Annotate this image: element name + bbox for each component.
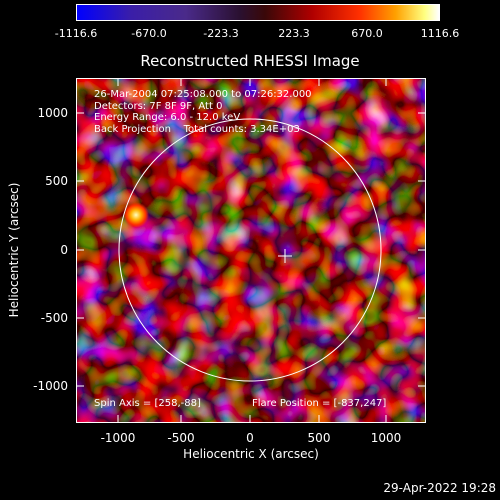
energy-range: Energy Range: 6.0 - 12.0 keV xyxy=(94,112,241,123)
flare-source xyxy=(123,202,149,228)
y-tick-marks xyxy=(76,112,426,387)
x-tick-label: -1000 xyxy=(100,431,136,445)
spin-axis-marker xyxy=(278,249,292,263)
emission-map xyxy=(76,78,426,423)
y-tick-label: 0 xyxy=(60,243,68,257)
colorbar-tick: 223.3 xyxy=(278,27,310,40)
colorbar-tick: -223.3 xyxy=(203,27,239,40)
method-and-counts: Back Projection Total counts: 3.34E+03 xyxy=(94,124,312,136)
flare-position: Flare Position = [-837,247] xyxy=(252,398,387,409)
image-title: Reconstructed RHESSI Image xyxy=(140,52,360,70)
time-range: 26-Mar-2004 07:25:08.000 to 07:26:32.000 xyxy=(94,89,312,100)
colorbar-tick: 1116.6 xyxy=(420,27,460,40)
x-tick-label: 1000 xyxy=(370,431,402,445)
y-tick-label: 1000 xyxy=(37,106,68,120)
y-axis-label: Heliocentric Y (arcsec) xyxy=(7,182,21,318)
solar-limb xyxy=(118,118,382,382)
colorbar-tick: 670.0 xyxy=(351,27,383,40)
colorbar-tick: -1116.6 xyxy=(54,27,98,40)
x-tick-label: 0 xyxy=(246,431,254,445)
spin-axis: Spin Axis = [258,-88] xyxy=(94,398,201,409)
detectors: Detectors: 7F 8F 9F, Att 0 xyxy=(94,100,223,112)
x-tick-label: -500 xyxy=(167,431,195,445)
x-axis-label: Heliocentric X (arcsec) xyxy=(183,447,319,461)
x-tick-label: 500 xyxy=(307,431,331,445)
x-tick-marks xyxy=(117,78,387,423)
y-tick-label: -1000 xyxy=(33,379,68,393)
y-tick-label: 500 xyxy=(45,174,68,188)
method: Back Projection xyxy=(94,123,171,135)
info-block: 26-Mar-2004 07:25:08.000 to 07:26:32.000… xyxy=(94,89,312,135)
solar-image-canvas xyxy=(76,78,426,423)
colorbar-tick: -670.0 xyxy=(131,27,167,40)
solar-image xyxy=(76,78,426,423)
y-tick-label: -500 xyxy=(40,311,68,325)
generated-timestamp: 29-Apr-2022 19:28 xyxy=(383,481,496,495)
total-counts: Total counts: 3.34E+03 xyxy=(183,123,300,135)
colorbar xyxy=(76,4,440,21)
